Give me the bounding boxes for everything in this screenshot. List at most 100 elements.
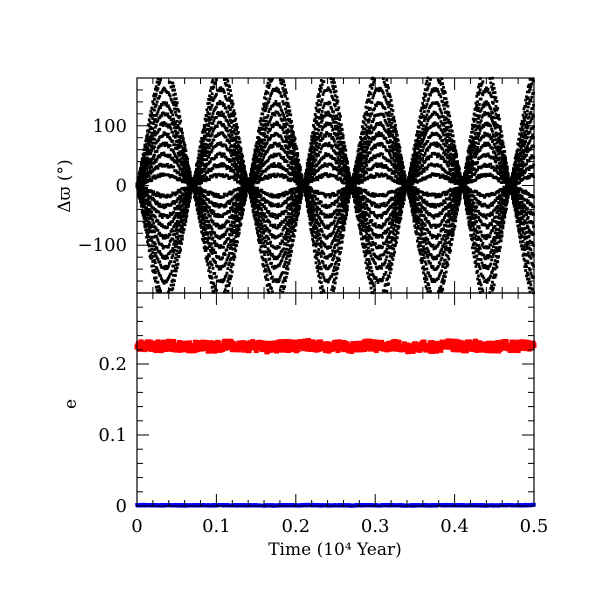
top-point [259, 238, 263, 242]
top-point [287, 204, 291, 208]
top-point [334, 276, 338, 280]
top-point [206, 210, 210, 214]
top-point [334, 89, 338, 93]
top-point [256, 231, 259, 235]
top-point [209, 242, 213, 246]
top-point [316, 189, 320, 193]
top-point [284, 135, 287, 139]
top-point [329, 254, 333, 258]
top-point [146, 194, 150, 198]
top-point [161, 203, 165, 207]
top-point [167, 262, 171, 265]
top-point [285, 198, 289, 202]
top-point [288, 188, 292, 192]
top-point [241, 191, 245, 195]
top-point [229, 192, 233, 196]
top-point [314, 244, 318, 248]
top-point [147, 124, 151, 128]
top-point [212, 85, 216, 89]
top-point [338, 112, 342, 116]
top-point [251, 204, 255, 208]
top-point [165, 214, 169, 217]
top-point [150, 112, 154, 115]
top-point [296, 213, 300, 217]
top-point [261, 211, 265, 215]
top-point [162, 111, 166, 115]
top-point [271, 103, 275, 107]
top-point [144, 216, 148, 220]
top-point [154, 234, 158, 238]
top-point [262, 231, 266, 235]
top-point [229, 119, 232, 122]
top-point [326, 256, 329, 260]
top-point [182, 196, 186, 200]
top-point [332, 254, 336, 257]
top-point [288, 207, 292, 211]
top-point [176, 151, 180, 155]
top-point [338, 132, 342, 136]
top-point [209, 225, 213, 229]
top-point [207, 253, 211, 256]
top-point [267, 110, 271, 114]
top-point [334, 161, 338, 165]
top-point [168, 153, 172, 157]
top-point [269, 136, 273, 140]
top-point [174, 212, 178, 215]
top-point [224, 135, 228, 139]
top-point [217, 194, 221, 198]
top-point [287, 164, 291, 167]
top-point [331, 136, 335, 139]
top-point [331, 144, 335, 148]
top-point [151, 117, 155, 121]
top-point [181, 237, 184, 241]
top-point [208, 178, 211, 181]
top-point [226, 88, 230, 92]
top-point [139, 183, 143, 186]
top-point [225, 126, 229, 130]
top-point [306, 185, 310, 188]
top-point [330, 242, 334, 246]
top-point [296, 160, 300, 164]
top-point [270, 115, 273, 119]
top-point [278, 194, 282, 198]
top-point [259, 245, 263, 249]
top-point [164, 205, 168, 209]
top-point [338, 233, 342, 237]
top-point [215, 234, 219, 238]
top-point [222, 152, 226, 156]
top-point [243, 198, 247, 202]
top-point [298, 204, 301, 208]
top-point [326, 143, 329, 146]
top-point [334, 108, 338, 112]
top-point [266, 138, 270, 142]
top-point [298, 168, 302, 172]
top-point [213, 239, 217, 243]
top-point [166, 153, 169, 157]
top-point [229, 238, 233, 242]
top-point [185, 211, 189, 215]
top-point [326, 88, 329, 92]
top-point [139, 184, 143, 188]
top-point [290, 157, 293, 161]
top-point [142, 148, 146, 152]
top-point [160, 234, 164, 238]
top-point [289, 220, 293, 224]
top-point [175, 232, 179, 235]
top-point [260, 160, 264, 164]
top-point [311, 234, 314, 237]
top-point [322, 125, 326, 129]
top-point [287, 178, 291, 182]
top-point [150, 230, 154, 234]
top-point [178, 121, 182, 125]
top-point [281, 240, 285, 244]
top-point [236, 126, 239, 129]
top-point [311, 162, 314, 166]
top-point [329, 133, 333, 136]
top-point [286, 102, 290, 105]
top-point [208, 112, 211, 116]
top-point [169, 203, 173, 207]
top-point [255, 157, 259, 160]
top-point [155, 100, 159, 104]
top-point [228, 281, 231, 285]
top-point [154, 194, 158, 198]
